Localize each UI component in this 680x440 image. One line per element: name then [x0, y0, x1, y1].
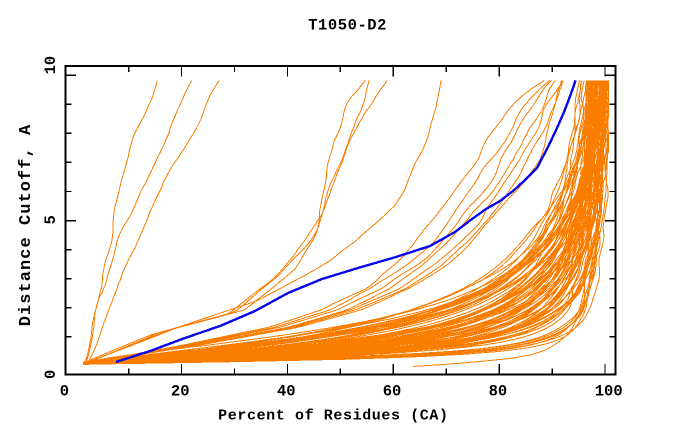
- svg-text:40: 40: [277, 383, 296, 401]
- svg-text:Percent of Residues (CA): Percent of Residues (CA): [218, 408, 448, 425]
- svg-text:20: 20: [171, 383, 190, 401]
- svg-text:5: 5: [42, 215, 60, 224]
- svg-text:10: 10: [42, 56, 60, 75]
- svg-text:80: 80: [489, 383, 508, 401]
- svg-text:0: 0: [42, 370, 60, 379]
- svg-text:100: 100: [595, 383, 623, 401]
- svg-text:T1050-D2: T1050-D2: [308, 16, 387, 34]
- svg-text:60: 60: [383, 383, 402, 401]
- svg-text:0: 0: [60, 383, 69, 401]
- svg-text:Distance Cutoff, A: Distance Cutoff, A: [17, 124, 36, 327]
